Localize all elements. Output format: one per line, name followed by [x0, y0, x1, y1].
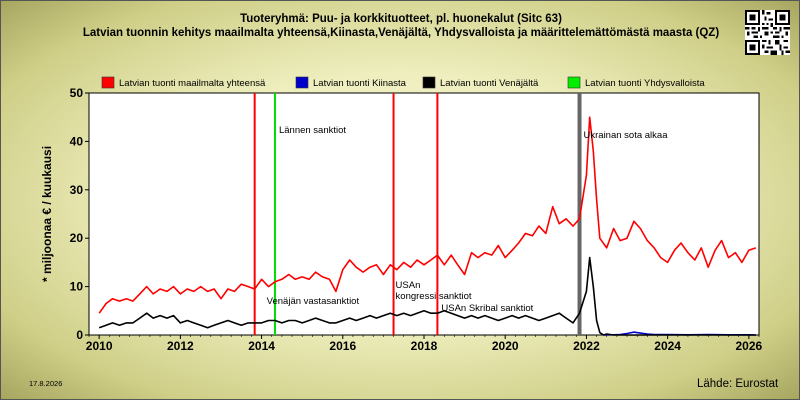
chart-subtitle: Latvian tuonnin kehitys maailmalta yhtee… [82, 27, 720, 39]
legend-item: Latvian tuonti Kiinasta [295, 76, 407, 89]
plot-area [88, 92, 760, 336]
source-label: Lähde: Eurostat [697, 378, 779, 390]
event-label: Venäjän vastasanktiot [267, 296, 360, 307]
legend-item: Latvian tuonti Venäjältä [422, 76, 539, 89]
legend-item: Latvian tuonti Yhdysvalloista [567, 76, 705, 89]
y-tick-label: 40 [70, 134, 84, 148]
qr-code-icon [745, 10, 790, 55]
legend-label: Latvian tuonti maailmalta yhteensä [119, 78, 266, 89]
legend-item: Latvian tuonti maailmalta yhteensä [101, 76, 266, 89]
legend-swatch [422, 76, 436, 89]
series-line [98, 256, 756, 336]
y-tick-label: 50 [70, 86, 84, 100]
x-tick-label: 2014 [248, 339, 275, 353]
legend-label: Latvian tuonti Yhdysvalloista [585, 78, 705, 89]
y-axis-label: * miljoonaa € / kuukausi [40, 146, 54, 282]
y-tick-label: 30 [70, 183, 84, 197]
legend-swatch [101, 76, 115, 89]
event-label: Lännen sanktiot [279, 125, 346, 136]
date-label: 17.8.2026 [29, 379, 63, 388]
x-tick-label: 2020 [492, 339, 519, 353]
x-tick-label: 2026 [735, 339, 762, 353]
y-tick-label: 20 [70, 231, 84, 245]
legend-swatch [567, 76, 581, 89]
x-tick-label: 2016 [329, 339, 356, 353]
y-tick-label: 0 [76, 328, 83, 342]
event-label: Ukrainan sota alkaa [584, 130, 669, 141]
legend-label: Latvian tuonti Venäjältä [440, 78, 539, 89]
event-label: kongressi sanktiot [396, 291, 472, 302]
x-tick-label: 2018 [411, 339, 438, 353]
event-label: USAn [396, 280, 421, 291]
y-tick-label: 10 [70, 280, 84, 294]
x-tick-label: 2012 [167, 339, 194, 353]
event-label: USAn Skribal sanktiot [441, 303, 533, 314]
legend-swatch [295, 76, 309, 89]
chart-title: Tuoteryhmä: Puu- ja korkkituotteet, pl. … [240, 13, 562, 25]
legend-label: Latvian tuonti Kiinasta [313, 78, 407, 89]
x-tick-label: 2022 [573, 339, 600, 353]
x-tick-label: 2024 [654, 339, 681, 353]
x-tick-label: 2010 [86, 339, 113, 353]
series-line [98, 116, 757, 314]
